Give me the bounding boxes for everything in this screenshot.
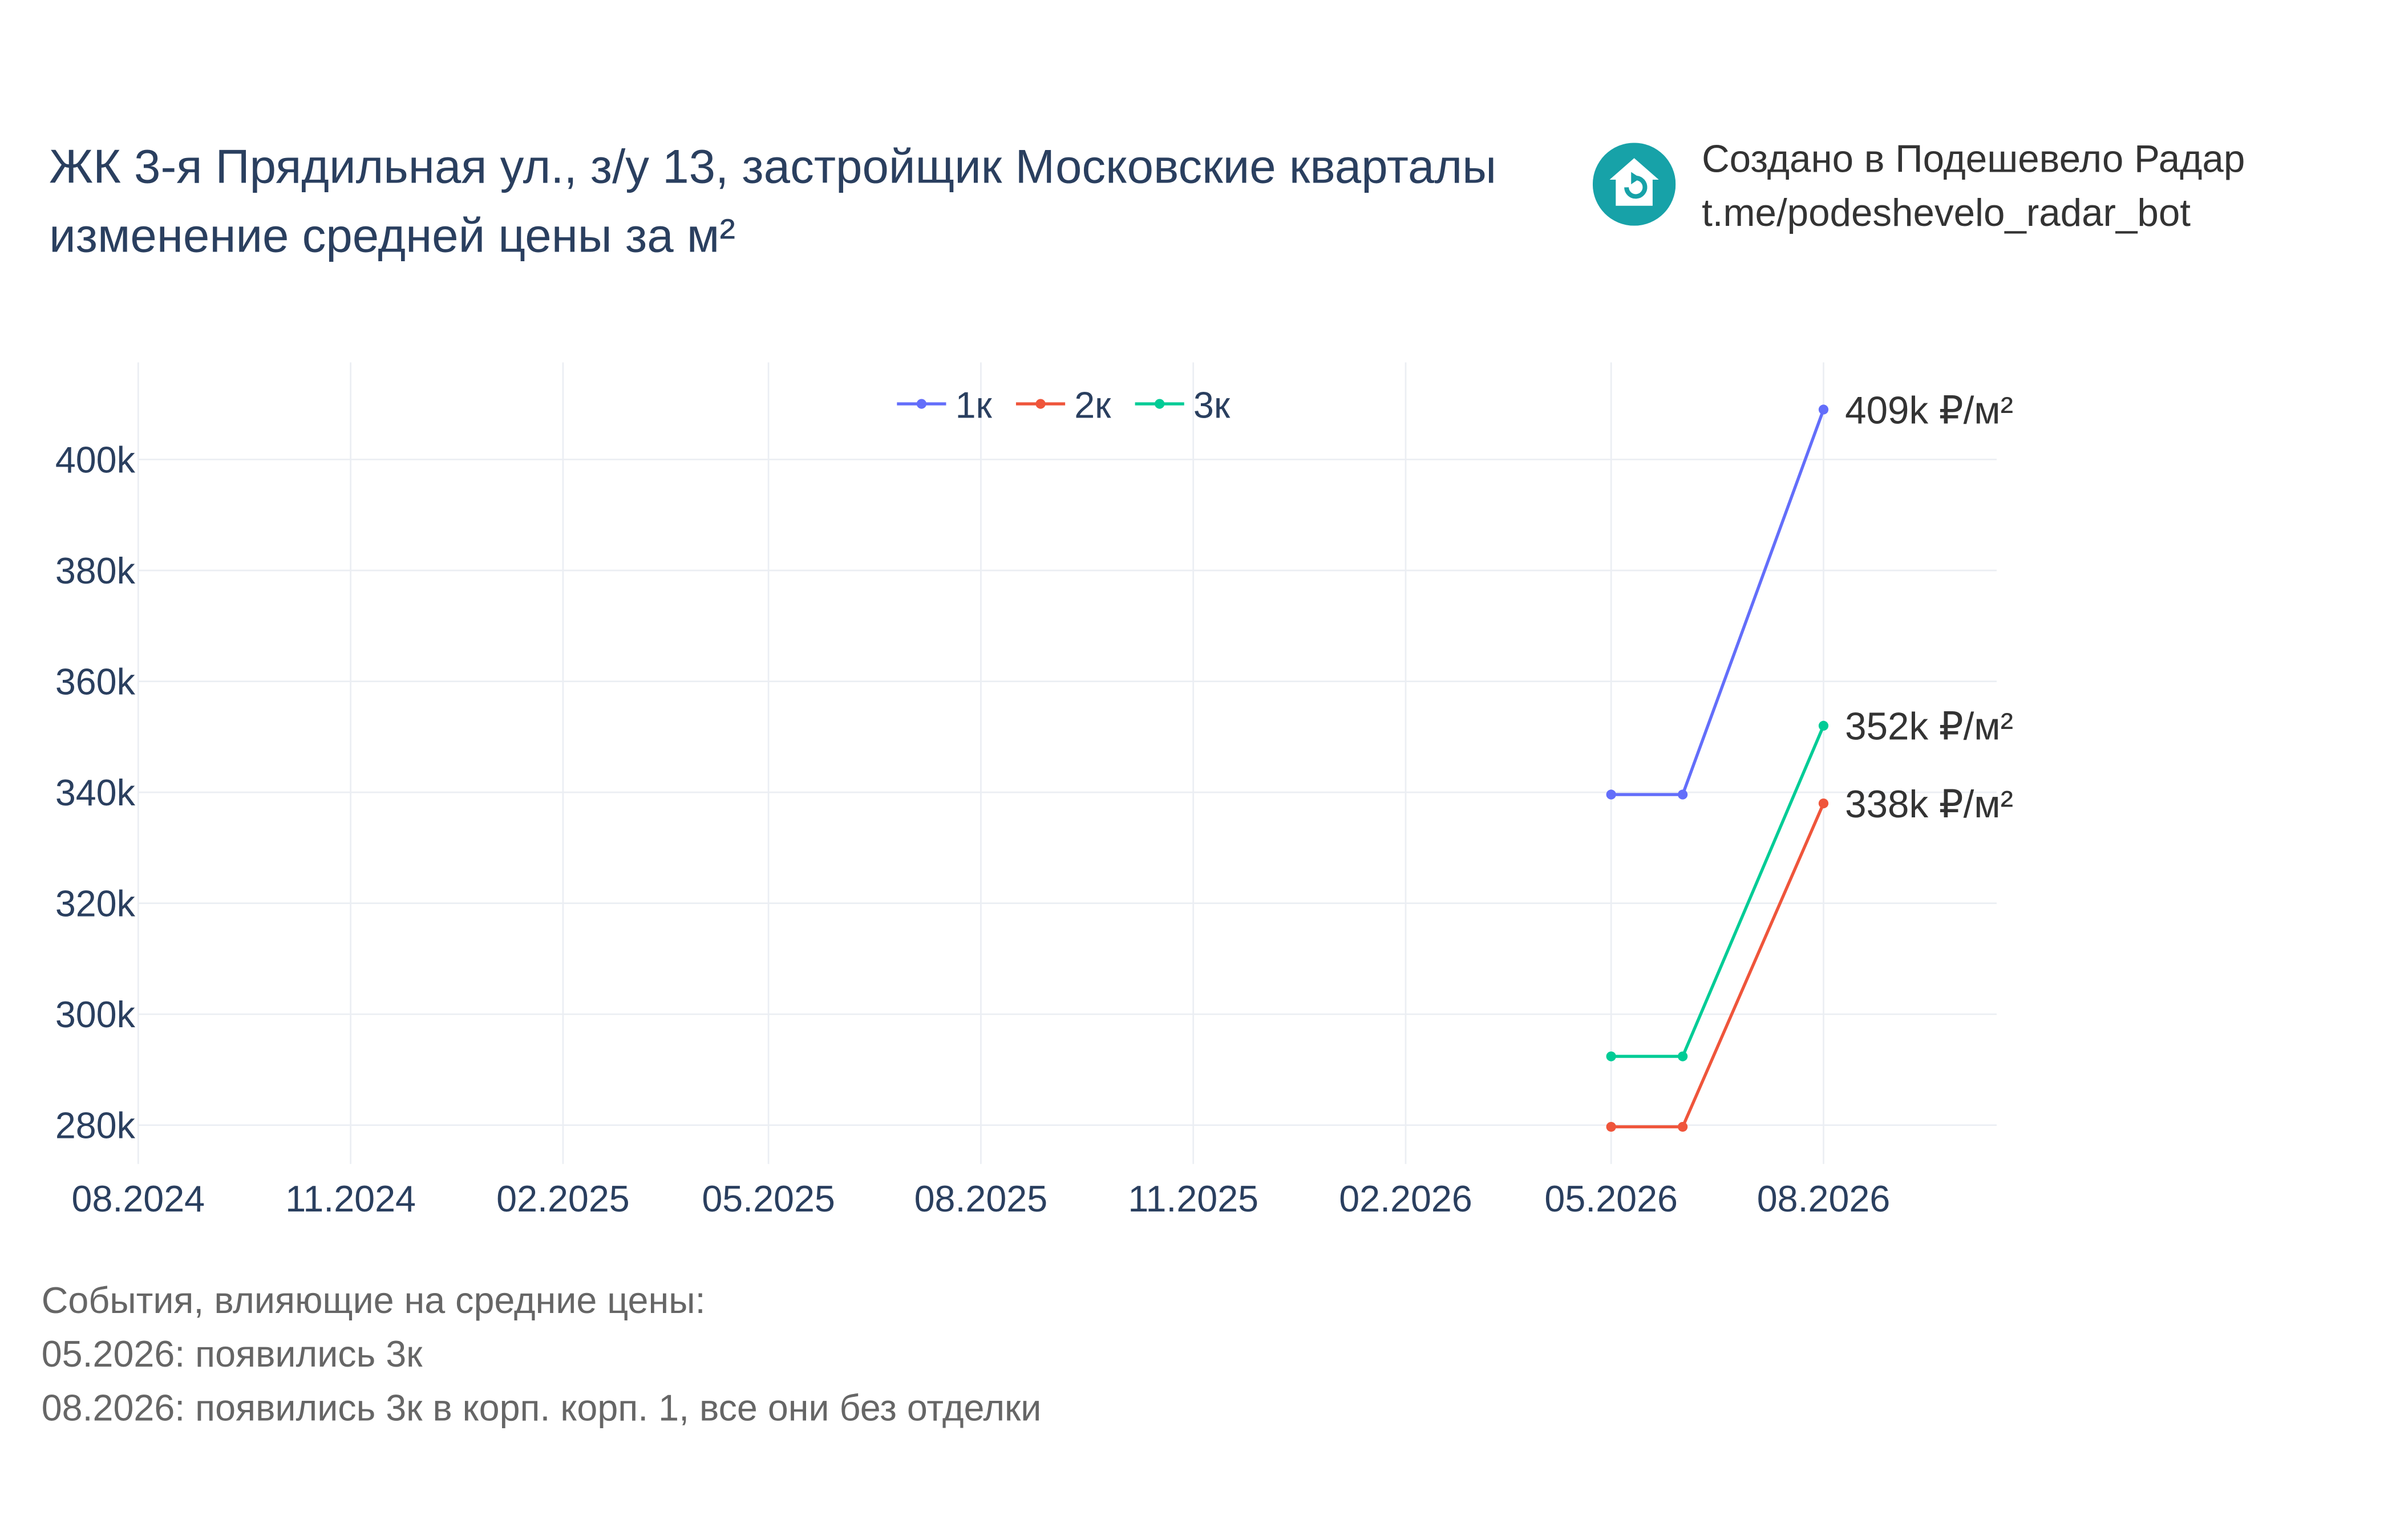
brand-text: Создано в Подешевело Радар t.me/podeshev…: [1702, 133, 2245, 241]
chart-title-line-1: ЖК 3-я Прядильная ул., з/у 13, застройщи…: [49, 139, 1497, 194]
series-line: [1611, 803, 1825, 1129]
data-point[interactable]: [1606, 1121, 1616, 1132]
event-item: 05.2026: появились 3к: [41, 1334, 423, 1376]
legend-label: 3к: [1193, 384, 1231, 425]
data-point[interactable]: [1818, 720, 1829, 731]
x-tick-label: 05.2026: [1544, 1178, 1678, 1219]
x-tick-label: 02.2026: [1339, 1178, 1472, 1219]
house-refresh-icon: [1592, 143, 1676, 226]
legend-item[interactable]: 3к: [1135, 384, 1231, 425]
y-tick-label: 400k: [55, 439, 136, 480]
legend-marker: [1035, 399, 1046, 409]
chart-title-line-2: изменение средней цены за м²: [49, 209, 736, 263]
data-point[interactable]: [1606, 789, 1616, 800]
grid: [137, 362, 1997, 1164]
brand-block[interactable]: Создано в Подешевело Радар t.me/podeshev…: [1592, 138, 2391, 245]
data-point[interactable]: [1818, 404, 1829, 415]
legend-item[interactable]: 1к: [897, 384, 993, 425]
brand-line-1: Создано в Подешевело Радар: [1702, 138, 2245, 181]
y-tick-label: 280k: [55, 1105, 136, 1146]
legend-marker: [1155, 399, 1165, 409]
y-tick-label: 380k: [55, 550, 136, 591]
x-tick-label: 08.2026: [1757, 1178, 1891, 1219]
events-heading: События, влияющие на средние цены:: [41, 1280, 706, 1323]
y-tick-label: 300k: [55, 994, 136, 1035]
event-item: 08.2026: появились 3к в корп. корп. 1, в…: [41, 1388, 1042, 1430]
series-lines: [1606, 404, 1829, 1132]
series-2: [1606, 798, 1829, 1132]
legend-label: 1к: [956, 384, 993, 425]
x-tick-label: 08.2024: [72, 1178, 205, 1219]
x-axis-ticks: 08.2024 11.2024 02.2025 05.2025 08.2025 11.20…: [72, 1178, 1891, 1219]
series-1: [1606, 404, 1829, 800]
legend-item[interactable]: 2к: [1015, 384, 1111, 425]
end-labels: 409k ₽/м² 338k ₽/м² 352k ₽/м²: [1845, 389, 2013, 826]
legend-marker: [916, 399, 926, 409]
series-line: [1611, 409, 1826, 796]
x-tick-label: 11.2025: [1128, 1178, 1258, 1219]
y-tick-label: 360k: [55, 662, 136, 703]
series-line: [1611, 725, 1825, 1058]
y-tick-label: 340k: [55, 772, 136, 813]
end-value-label: 352k ₽/м²: [1845, 706, 2013, 748]
y-tick-label: 320k: [55, 884, 136, 925]
legend[interactable]: 1к 2к 3к: [897, 384, 1231, 425]
chart-title: ЖК 3-я Прядильная ул., з/у 13, застройщи…: [49, 132, 1496, 270]
events-note: События, влияющие на средние цены: 05.20…: [42, 1275, 1042, 1436]
y-axis-ticks: 280k 300k 320k 340k 360k 380k 400k: [55, 439, 136, 1146]
data-point[interactable]: [1678, 789, 1688, 800]
x-tick-label: 11.2024: [285, 1178, 416, 1219]
end-value-label: 338k ₽/м²: [1845, 783, 2013, 826]
brand-link[interactable]: t.me/podeshevelo_radar_bot: [1702, 192, 2191, 235]
x-tick-label: 02.2025: [496, 1178, 630, 1219]
x-tick-label: 05.2025: [702, 1178, 835, 1219]
data-point[interactable]: [1818, 798, 1829, 809]
data-point[interactable]: [1678, 1051, 1688, 1061]
end-value-label: 409k ₽/м²: [1845, 389, 2013, 432]
data-point[interactable]: [1678, 1121, 1688, 1132]
x-tick-label: 08.2025: [914, 1178, 1048, 1219]
series-3: [1606, 720, 1829, 1061]
data-point[interactable]: [1606, 1051, 1616, 1061]
legend-label: 2к: [1074, 384, 1111, 425]
